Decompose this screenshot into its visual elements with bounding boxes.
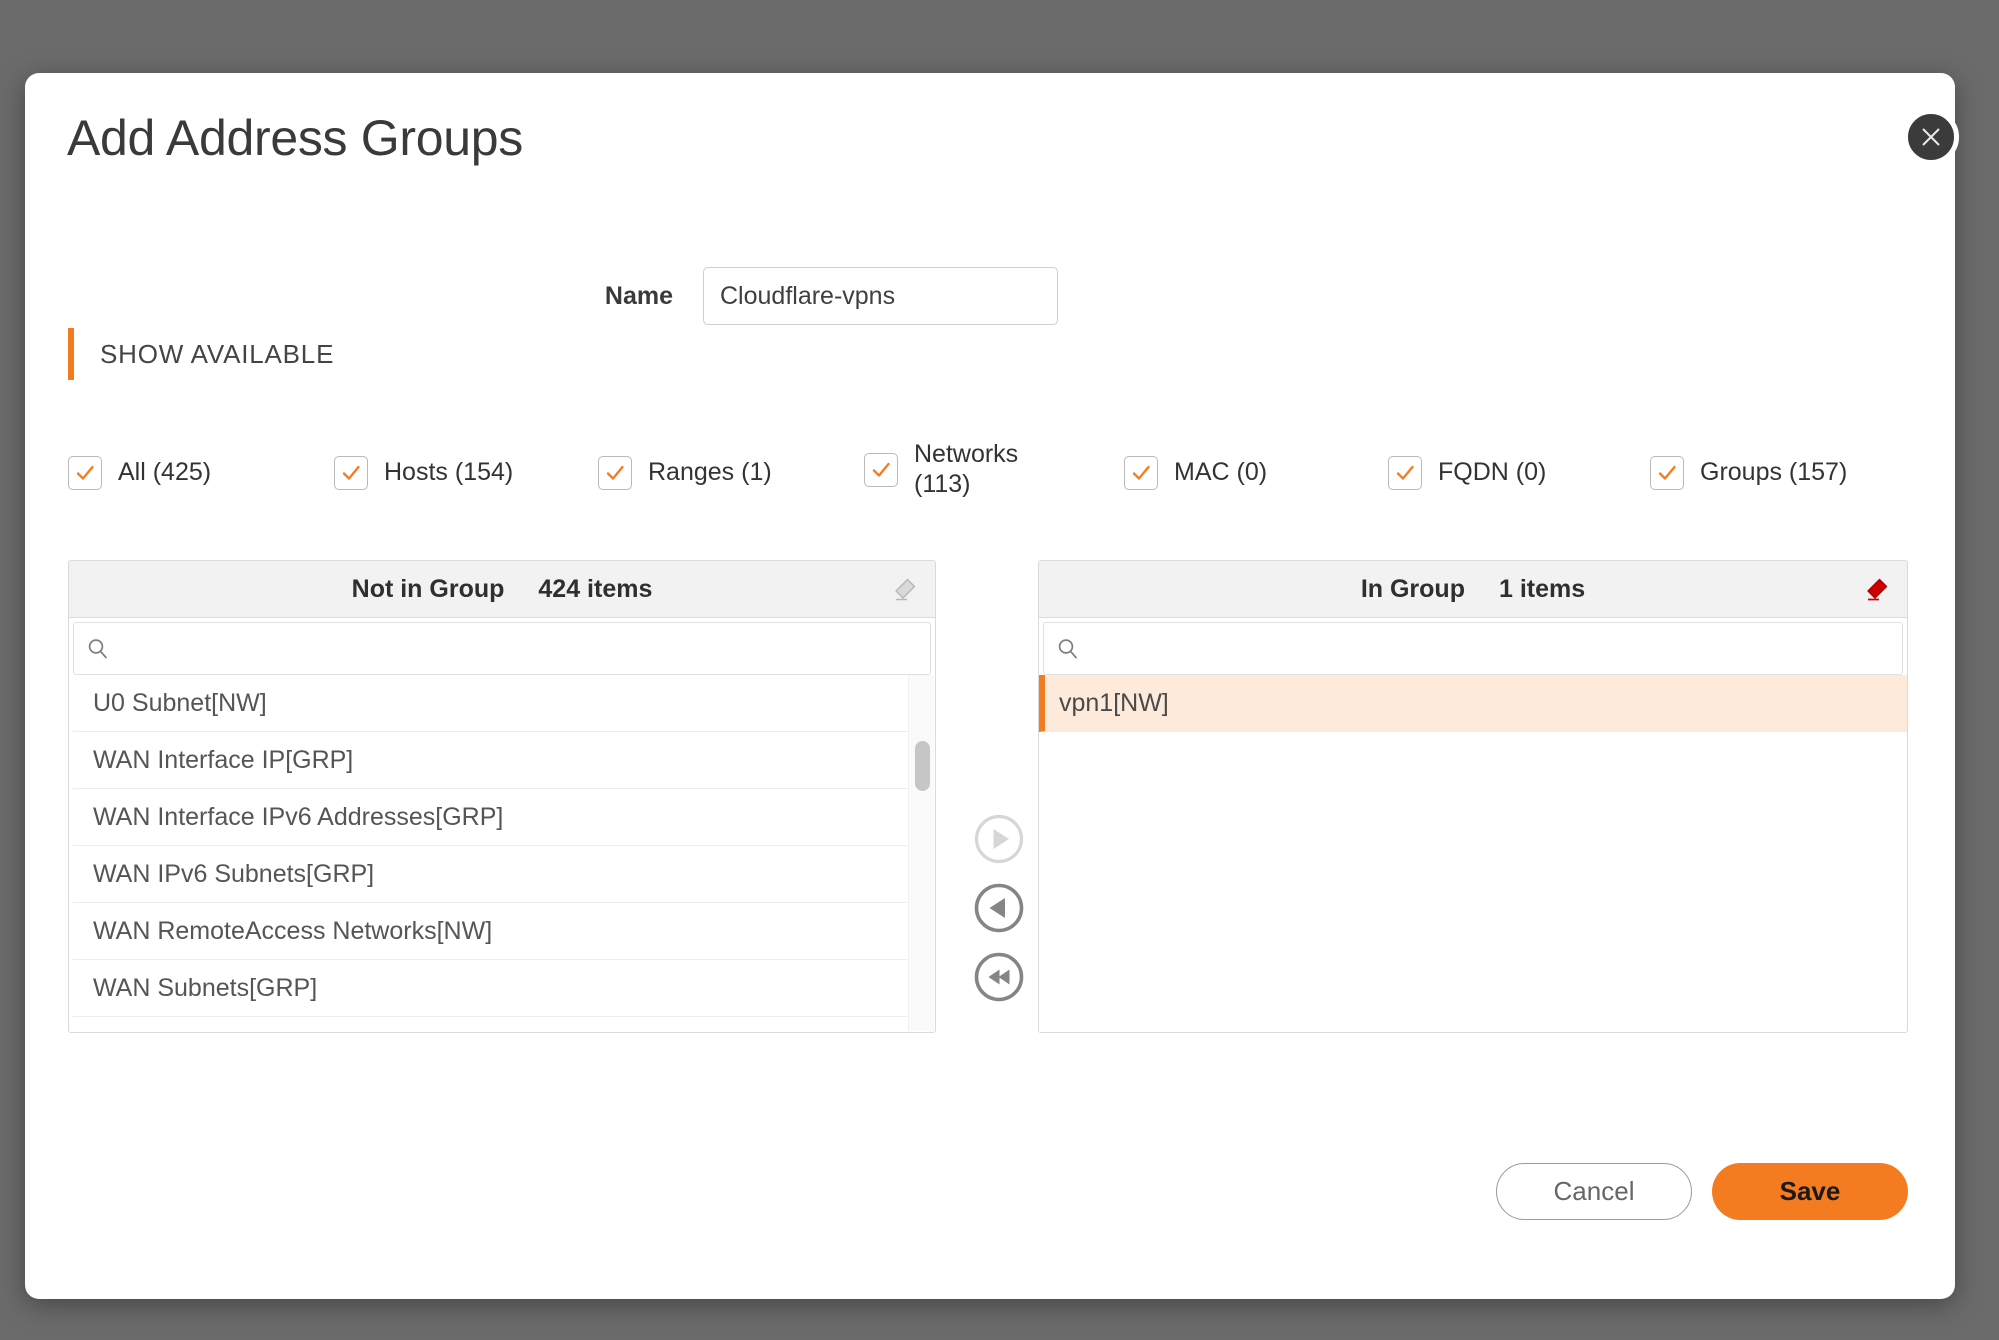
remove-all-from-group-button[interactable] (973, 951, 1025, 1003)
show-available-section-header: SHOW AVAILABLE (68, 328, 334, 380)
clear-left-eraser-icon[interactable] (889, 574, 919, 604)
in-group-count: 1 items (1498, 574, 1586, 603)
list-item[interactable]: vpn1[NW] (1039, 675, 1907, 732)
filter-hosts-label: Hosts (154) (384, 458, 514, 487)
not-in-group-panel: Not in Group 424 items U0 Subnet[NW] (68, 560, 936, 1033)
in-group-title: In Group (1360, 574, 1465, 603)
filter-fqdn[interactable]: FQDN (0) (1388, 456, 1546, 490)
name-label: Name (604, 281, 673, 310)
filter-ranges-label: Ranges (1) (648, 458, 772, 487)
list-item[interactable]: WAN Interface IPv6 Addresses[GRP] (69, 789, 907, 846)
cancel-button[interactable]: Cancel (1496, 1163, 1692, 1220)
in-group-header: In Group 1 items (1039, 561, 1907, 618)
filter-all[interactable]: All (425) (68, 456, 211, 490)
not-in-group-count: 424 items (538, 574, 653, 603)
in-group-panel: In Group 1 items vpn1[NW] (1038, 560, 1908, 1033)
list-item[interactable]: WAN RemoteAccess Networks[NW] (69, 903, 907, 960)
list-item[interactable]: WAN IPv6 Subnets[GRP] (69, 846, 907, 903)
page-title: Add Address Groups (67, 110, 523, 166)
filter-networks[interactable]: Networks (113) (864, 440, 1044, 499)
filter-groups[interactable]: Groups (157) (1650, 456, 1847, 490)
list-item[interactable]: U0 Subnet[NW] (69, 675, 907, 732)
checkbox-ranges[interactable] (598, 456, 632, 490)
left-search-input[interactable] (124, 623, 930, 674)
list-item[interactable]: WAN Subnets[GRP] (69, 960, 907, 1017)
search-icon (1056, 637, 1080, 661)
name-input[interactable] (703, 267, 1058, 325)
add-to-group-button[interactable] (973, 813, 1025, 865)
transfer-button-group (963, 813, 1035, 1003)
filter-mac-label: MAC (0) (1174, 458, 1268, 487)
filter-all-label: All (425) (118, 458, 212, 487)
close-icon (1922, 128, 1940, 146)
clear-right-eraser-icon[interactable] (1861, 574, 1891, 604)
type-filter-row: All (425) Hosts (154) Ranges (1) Network… (68, 428, 1918, 518)
checkbox-groups[interactable] (1650, 456, 1684, 490)
section-title: SHOW AVAILABLE (100, 338, 335, 369)
filter-hosts[interactable]: Hosts (154) (334, 456, 513, 490)
not-in-group-title: Not in Group (351, 574, 505, 603)
right-search-box[interactable] (1043, 622, 1903, 675)
search-icon (86, 637, 110, 661)
list-item[interactable]: WAN Interface IP[GRP] (69, 732, 907, 789)
in-group-list-viewport: vpn1[NW] (1039, 675, 1907, 1031)
scrollbar-thumb[interactable] (915, 741, 930, 791)
checkbox-fqdn[interactable] (1388, 456, 1422, 490)
name-form-row: Name (25, 267, 1955, 325)
save-button[interactable]: Save (1712, 1163, 1908, 1220)
dialog-footer: Cancel Save (25, 1163, 1955, 1220)
checkbox-mac[interactable] (1124, 456, 1158, 490)
checkbox-hosts[interactable] (334, 456, 368, 490)
section-accent-bar (68, 328, 74, 380)
not-in-group-list: U0 Subnet[NW] WAN Interface IP[GRP] WAN … (69, 675, 907, 1031)
in-group-list: vpn1[NW] (1039, 675, 1907, 732)
filter-fqdn-label: FQDN (0) (1438, 458, 1547, 487)
not-in-group-header: Not in Group 424 items (69, 561, 935, 618)
checkbox-all[interactable] (68, 456, 102, 490)
close-button[interactable] (1903, 109, 1959, 165)
checkbox-networks[interactable] (864, 452, 898, 487)
left-search-box[interactable] (73, 622, 931, 675)
not-in-group-list-viewport: U0 Subnet[NW] WAN Interface IP[GRP] WAN … (69, 675, 935, 1031)
not-in-group-scrollbar[interactable] (908, 675, 934, 1031)
filter-mac[interactable]: MAC (0) (1124, 456, 1267, 490)
add-address-groups-dialog: Add Address Groups Name SHOW AVAILABLE A… (25, 73, 1955, 1299)
list-item[interactable]: Well-Known Pref64[NW] (69, 1017, 907, 1031)
filter-networks-label: Networks (113) (914, 440, 1019, 498)
filter-ranges[interactable]: Ranges (1) (598, 456, 772, 490)
right-search-input[interactable] (1094, 623, 1902, 674)
remove-from-group-button[interactable] (973, 882, 1025, 934)
filter-groups-label: Groups (157) (1700, 458, 1848, 487)
